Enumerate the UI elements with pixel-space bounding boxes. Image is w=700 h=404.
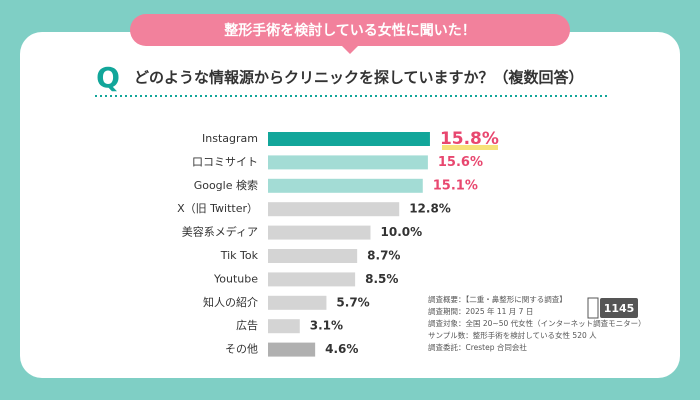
bar [268, 202, 400, 217]
note-line: サンプル数：整形手術を検討している女性 520 人 [428, 330, 597, 340]
bar [268, 178, 423, 193]
category-label: Tik Tok [220, 249, 259, 262]
value-label: 12.8% [409, 202, 451, 216]
question: どのような情報源からクリニックを探していますか？（複数回答） [134, 69, 584, 87]
value-label: 15.6% [438, 155, 483, 170]
value-label: 8.5% [365, 272, 398, 286]
bar [268, 249, 358, 263]
bar [268, 272, 356, 287]
note-line: 調査期間：2025 年 11 月 7 日 [428, 306, 533, 316]
highlight-underline [442, 145, 498, 150]
badge-icon [587, 297, 599, 319]
value-label: 3.1% [310, 319, 343, 333]
value-label: 15.8% [440, 129, 499, 149]
value-label: 10.0% [381, 225, 423, 239]
category-label: Google 検索 [194, 178, 258, 192]
category-label: Instagram [202, 132, 258, 145]
value-label: 5.7% [336, 295, 369, 309]
category-label: 広告 [236, 319, 258, 332]
category-label: 知人の紹介 [203, 295, 258, 309]
bar [268, 155, 428, 170]
badge-bg [600, 298, 638, 318]
value-label: 15.1% [433, 178, 478, 193]
banner-pointer [342, 46, 358, 54]
bar [268, 342, 316, 357]
category-label: Youtube [213, 272, 258, 285]
bar [268, 319, 300, 334]
bar [268, 295, 327, 310]
value-label: 4.6% [325, 342, 358, 356]
category-label: その他 [225, 343, 258, 356]
banner: 整形手術を検討している女性に聞いた！ [223, 22, 476, 39]
note-line: 調査概要：【二重・鼻整形に関する調査】 [428, 294, 567, 304]
bar [268, 225, 371, 240]
category-label: 美容系メディア [182, 225, 258, 239]
value-label: 8.7% [367, 249, 400, 263]
banner-bg [130, 14, 570, 46]
category-label: X（旧 Twitter） [177, 202, 258, 215]
category-label: 口コミサイト [192, 155, 258, 168]
bar [268, 132, 430, 146]
note-line: 調査委託：Crestep 合同会社 [428, 342, 527, 352]
q-mark: Q [96, 61, 120, 94]
badge: 1145 [604, 302, 635, 315]
note-line: 調査対象：全国 20~50 代女性（インターネット調査モニター） [428, 318, 646, 328]
